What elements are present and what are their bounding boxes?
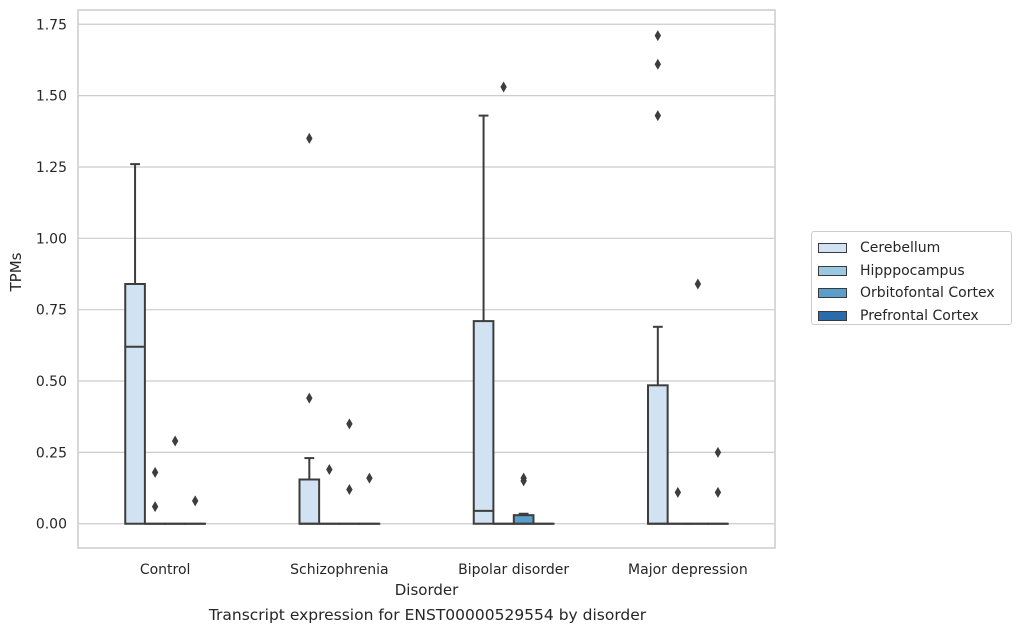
x-tick-label: Control (140, 562, 191, 578)
box-3-0 (184, 495, 207, 525)
y-tick-label: 0.75 (36, 303, 67, 319)
x-tick-label: Bipolar disorder (458, 562, 569, 578)
box-2-0 (164, 435, 186, 525)
box-0-2 (472, 114, 495, 525)
box-1-2 (492, 81, 515, 525)
y-tick-label: 0.00 (36, 517, 67, 533)
y-axis-label: TPMs (7, 252, 25, 292)
outlier-point (714, 486, 722, 498)
y-tick-label: 1.50 (36, 89, 67, 105)
outlier-point (191, 495, 199, 507)
box-3-1 (358, 472, 381, 525)
y-tick-label: 1.00 (36, 231, 67, 247)
outlier-point (346, 483, 353, 495)
legend: Cerebellum Hipppocampus Orbitofontal Corte… (811, 231, 1012, 325)
x-tick-label: Major depression (628, 562, 748, 578)
box-body (512, 514, 535, 525)
box-3-3 (707, 446, 729, 525)
outlier-point (171, 435, 179, 447)
legend-label: Hipppocampus (860, 262, 965, 279)
outlier-point (366, 472, 373, 484)
y-tick-labels: 0.00 0.25 0.50 0.75 1.00 1.25 1.50 1.75 (36, 17, 67, 532)
outlier-point (654, 110, 662, 122)
box-body (124, 282, 146, 525)
box-0-3 (646, 30, 669, 525)
x-tick-labels: Control Schizophrenia Bipolar disorder Majo… (140, 562, 748, 578)
y-tick-label: 0.25 (36, 445, 67, 461)
box-2-3 (687, 278, 709, 525)
outlier-point (326, 464, 333, 476)
grid-lines (78, 23, 775, 525)
outlier-point (694, 278, 702, 290)
y-tick-label: 1.75 (36, 17, 67, 33)
box-2-2 (512, 472, 535, 525)
y-tick-label: 1.25 (36, 160, 67, 176)
legend-label: Cerebellum (860, 240, 941, 257)
plot-frame (77, 9, 776, 549)
box-series (124, 30, 729, 525)
legend-swatch (818, 310, 847, 321)
outlier-point (151, 466, 159, 478)
legend-swatch (818, 288, 847, 299)
legend-item: Orbitofontal Cortex (818, 282, 1011, 305)
box-2-1 (338, 418, 361, 525)
outlier-point (654, 30, 662, 42)
box-1-1 (318, 464, 341, 525)
x-axis-label: Disorder (395, 581, 459, 599)
outlier-point (306, 392, 313, 404)
box-1-0 (144, 466, 166, 525)
legend-item: Hipppocampus (818, 260, 1011, 283)
box-0-0 (124, 163, 146, 525)
outlier-point (714, 446, 722, 458)
outlier-point (674, 486, 682, 498)
outlier-point (306, 132, 313, 144)
box-body (472, 320, 495, 525)
outlier-point (346, 418, 353, 430)
legend-item: Prefrontal Cortex (818, 305, 1011, 328)
x-tick-label: Schizophrenia (290, 562, 388, 578)
outlier-point (500, 81, 507, 93)
legend-swatch (818, 265, 847, 276)
box-0-1 (298, 132, 321, 525)
chart-caption: Transcript expression for ENST0000052955… (208, 606, 647, 624)
outlier-point (520, 472, 527, 484)
box-1-3 (667, 486, 689, 525)
legend-label: Orbitofontal Cortex (860, 285, 995, 302)
box-body (646, 384, 669, 525)
outlier-point (151, 501, 159, 513)
legend-item: Cerebellum (818, 237, 1011, 260)
legend-swatch (818, 243, 847, 254)
box-body (298, 478, 321, 525)
legend-label: Prefrontal Cortex (860, 307, 979, 324)
y-tick-label: 0.50 (36, 374, 67, 390)
outlier-point (654, 58, 662, 70)
